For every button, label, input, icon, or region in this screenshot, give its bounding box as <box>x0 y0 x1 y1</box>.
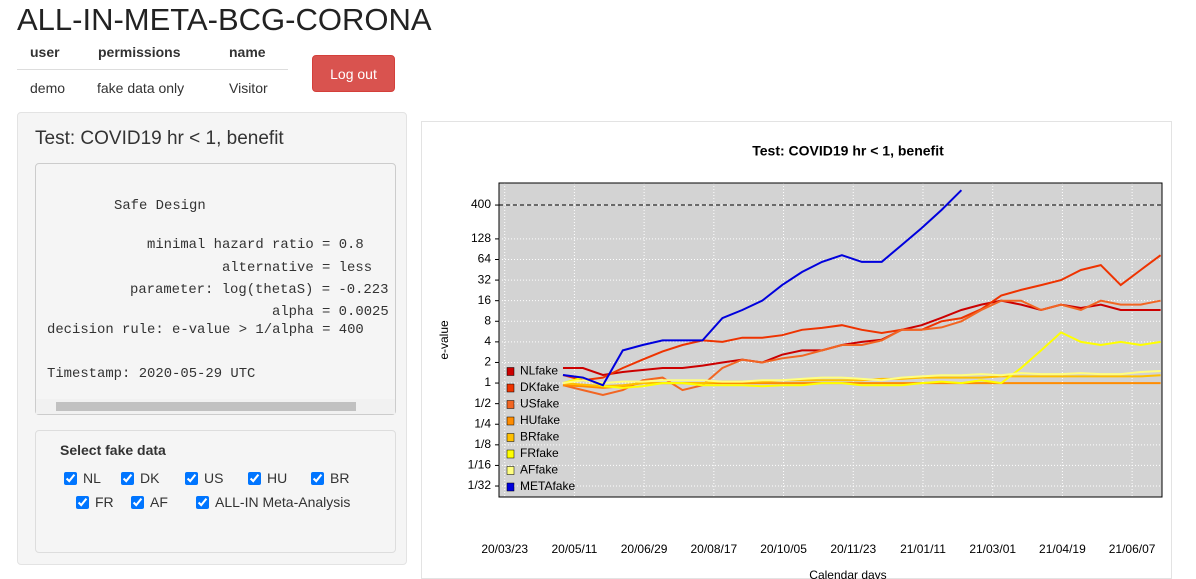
y-tick-label: 1/32 <box>468 478 492 492</box>
series-line <box>562 370 1161 385</box>
option-label: ALL-IN Meta-Analysis <box>215 494 351 510</box>
y-tick-label: 400 <box>471 197 491 211</box>
option-label: BR <box>330 470 350 486</box>
y-tick-label: 1 <box>484 375 491 389</box>
legend-label: HUfake <box>520 413 560 427</box>
table-cell: fake data only <box>97 80 185 96</box>
legend-swatch <box>506 367 515 376</box>
option[interactable]: US <box>185 470 223 486</box>
select-title: Select fake data <box>60 442 166 458</box>
x-tick-label: 21/06/07 <box>1109 542 1156 556</box>
table-cell: Visitor <box>229 80 268 96</box>
table-header: permissions <box>98 44 181 60</box>
y-tick-label: 32 <box>478 272 492 286</box>
code-line: decision rule: e-value > 1/alpha = 400 <box>47 322 364 338</box>
y-tick-label: 1/2 <box>474 396 491 410</box>
checkbox[interactable] <box>121 471 134 485</box>
table-header: user <box>30 44 60 60</box>
y-tick-label: 2 <box>484 355 491 369</box>
checkbox[interactable] <box>248 471 261 485</box>
table-header: name <box>229 44 266 60</box>
y-axis-label: e-value <box>437 320 451 360</box>
x-tick-label: 20/03/23 <box>481 542 528 556</box>
option-label: US <box>204 470 224 486</box>
code-line: alternative = less <box>222 260 373 276</box>
option[interactable]: AF <box>131 494 168 510</box>
legend-label: BRfake <box>520 430 560 444</box>
select-panel <box>35 430 396 553</box>
code-line: Safe Design <box>114 198 206 214</box>
y-tick-label: 1/4 <box>474 416 491 430</box>
legend-label: FRfake <box>520 446 559 460</box>
option-label: HU <box>267 470 288 486</box>
x-tick-label: 20/11/23 <box>830 542 876 556</box>
series-line <box>562 189 963 387</box>
code-line: minimal hazard ratio = 0.8 <box>147 237 364 253</box>
legend-swatch <box>506 482 515 492</box>
option[interactable]: ALL-IN Meta-Analysis <box>196 494 350 510</box>
option[interactable]: DK <box>121 470 159 486</box>
sidebar-title: Test: COVID19 hr < 1, benefit <box>35 128 284 149</box>
x-tick-label: 20/08/17 <box>690 542 737 556</box>
x-tick-label: 20/06/29 <box>621 542 668 556</box>
legend-swatch <box>506 383 515 393</box>
y-tick-label: 1/8 <box>474 437 491 451</box>
plot-border <box>498 182 1163 498</box>
y-tick-label: 128 <box>471 231 491 245</box>
legend-label: METAfake <box>520 479 575 493</box>
option-label: NL <box>83 470 101 486</box>
checkbox[interactable] <box>131 495 144 509</box>
y-tick-label: 16 <box>478 293 492 307</box>
y-tick-label: 8 <box>484 313 491 327</box>
series-line <box>562 254 1162 382</box>
y-tick-label: 64 <box>478 252 492 266</box>
x-axis-label: Calendar days <box>809 568 886 579</box>
option[interactable]: FR <box>76 494 114 510</box>
code-line: Timestamp: 2020-05-29 UTC <box>47 366 256 382</box>
design-output: Safe Design minimal hazard ratio = 0.8 a… <box>35 163 396 415</box>
legend-swatch <box>506 433 515 442</box>
legend-swatch <box>506 400 515 409</box>
table-cell: demo <box>30 80 66 96</box>
series-line <box>562 331 1161 389</box>
chart: Test: COVID19 hr < 1, benefit Calendar d… <box>437 143 1163 579</box>
legend-label: AFfake <box>520 463 558 477</box>
scrollbar-thumb[interactable] <box>56 402 356 411</box>
legend-label: NLfake <box>520 364 558 378</box>
x-tick-label: 21/01/11 <box>900 542 946 556</box>
x-tick-label: 21/04/19 <box>1039 542 1086 556</box>
chart-title: Test: COVID19 hr < 1, benefit <box>752 143 944 159</box>
series-line <box>562 299 1161 397</box>
option-label: FR <box>95 494 114 510</box>
checkbox[interactable] <box>64 471 77 485</box>
checkbox[interactable] <box>76 495 89 509</box>
code-line: parameter: log(thetaS) = -0.223 <box>130 282 389 298</box>
option[interactable]: HU <box>248 470 287 486</box>
logout-button[interactable]: Log out <box>312 55 395 92</box>
app-title: ALL-IN-META-BCG-CORONA <box>17 2 432 37</box>
option-label: AF <box>150 494 168 510</box>
code-line: alpha = 0.0025 <box>272 304 389 320</box>
y-tick-label: 1/16 <box>468 458 492 472</box>
option-label: DK <box>140 470 160 486</box>
option[interactable]: NL <box>64 470 101 486</box>
checkbox[interactable] <box>185 471 198 485</box>
x-tick-label: 20/05/11 <box>551 542 597 556</box>
legend-label: USfake <box>520 397 560 411</box>
legend-swatch <box>506 416 515 426</box>
x-tick-label: 20/10/05 <box>760 542 807 556</box>
legend-swatch <box>506 449 515 459</box>
divider <box>17 69 288 70</box>
y-tick-label: 4 <box>484 334 491 348</box>
checkbox[interactable] <box>311 471 324 485</box>
x-tick-label: 21/03/01 <box>969 542 1016 556</box>
checkbox[interactable] <box>196 495 209 509</box>
option[interactable]: BR <box>311 470 349 486</box>
legend-label: DKfake <box>520 380 560 394</box>
legend-swatch <box>506 466 515 475</box>
